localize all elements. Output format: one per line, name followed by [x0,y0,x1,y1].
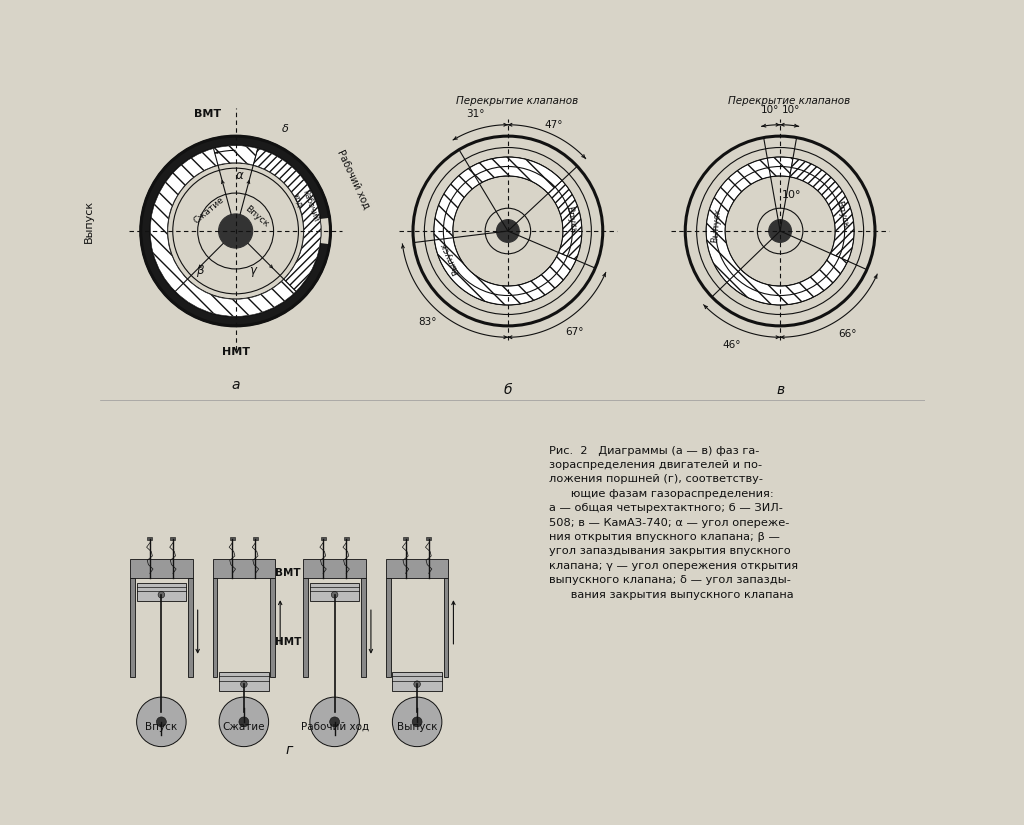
Text: Впуск: Впуск [145,722,177,732]
Bar [344,537,348,540]
Text: Выпуск: Выпуск [710,208,722,243]
Text: Выпуск: Выпуск [438,240,461,276]
Wedge shape [140,136,331,326]
Text: γ: γ [249,264,256,277]
Text: 10°: 10° [761,105,778,115]
Text: Сжатие: Сжатие [193,195,226,225]
Circle shape [241,681,247,687]
Wedge shape [151,146,296,316]
Text: α: α [236,169,244,182]
Bar [303,559,366,578]
Bar [136,583,186,601]
Text: Рис.  2   Диаграммы (а — в) фаз га-
зораспределения двигателей и по-
ложения пор: Рис. 2 Диаграммы (а — в) фаз га- зораспр… [549,446,799,600]
Wedge shape [175,146,321,316]
Text: Выпуск: Выпуск [397,722,437,732]
Text: а: а [231,378,240,392]
Wedge shape [434,157,575,305]
Text: в: в [776,383,784,397]
Circle shape [392,697,442,747]
Bar [321,537,326,540]
Circle shape [769,219,792,243]
Bar [386,559,449,578]
Bar [426,537,431,540]
Bar [253,537,258,540]
Text: 31°: 31° [466,109,484,119]
Circle shape [136,697,186,747]
Text: 46°: 46° [723,340,741,350]
Text: 83°: 83° [418,317,436,327]
Wedge shape [727,157,854,305]
Bar [219,672,268,691]
Text: ВМТ: ВМТ [275,568,301,578]
Bar [386,578,391,676]
Circle shape [218,214,253,248]
Text: Впуск: Впуск [564,205,579,234]
Text: 67°: 67° [565,328,584,337]
Text: НМТ: НМТ [275,637,302,647]
Text: НМТ: НМТ [221,346,250,356]
Bar [443,578,449,676]
Circle shape [158,592,165,598]
Text: Рабочий ход: Рабочий ход [335,148,372,210]
Circle shape [330,717,340,727]
Text: 47°: 47° [545,120,563,130]
Text: β: β [196,264,204,277]
Bar [187,578,193,676]
Text: Впуск: Впуск [835,200,850,229]
Text: Рабочий ход: Рабочий ход [301,722,369,732]
Text: 10°: 10° [781,190,801,200]
Wedge shape [434,157,582,305]
Bar [147,537,153,540]
Circle shape [219,697,268,747]
Bar [229,537,234,540]
Bar [361,578,366,676]
Text: δ: δ [282,124,289,134]
Text: 66°: 66° [838,329,856,339]
Wedge shape [319,218,332,244]
Text: б: б [504,383,512,397]
Bar [170,537,175,540]
Text: Рабочий
ход: Рабочий ход [291,188,321,226]
Bar [130,578,135,676]
Text: Перекрытие клапанов: Перекрытие клапанов [457,96,579,106]
Circle shape [497,219,519,243]
Bar [392,672,442,691]
Bar [403,537,408,540]
Text: 10°: 10° [781,105,800,115]
Circle shape [239,717,249,727]
Bar [310,583,359,601]
Circle shape [157,717,166,727]
Text: Сжатие: Сжатие [222,722,265,732]
Circle shape [310,697,359,747]
Text: ВМТ: ВМТ [194,109,221,119]
Circle shape [413,717,422,727]
Text: Выпуск: Выпуск [84,200,93,243]
Text: Впуск: Впуск [243,205,270,229]
Bar [270,578,275,676]
Text: Перекрытие клапанов: Перекрытие клапанов [728,96,851,106]
Circle shape [332,592,338,598]
Circle shape [414,681,421,687]
Bar [213,578,217,676]
Wedge shape [707,157,848,305]
Bar [303,578,308,676]
Bar [130,559,193,578]
Bar [213,559,275,578]
Text: г: г [286,742,293,757]
